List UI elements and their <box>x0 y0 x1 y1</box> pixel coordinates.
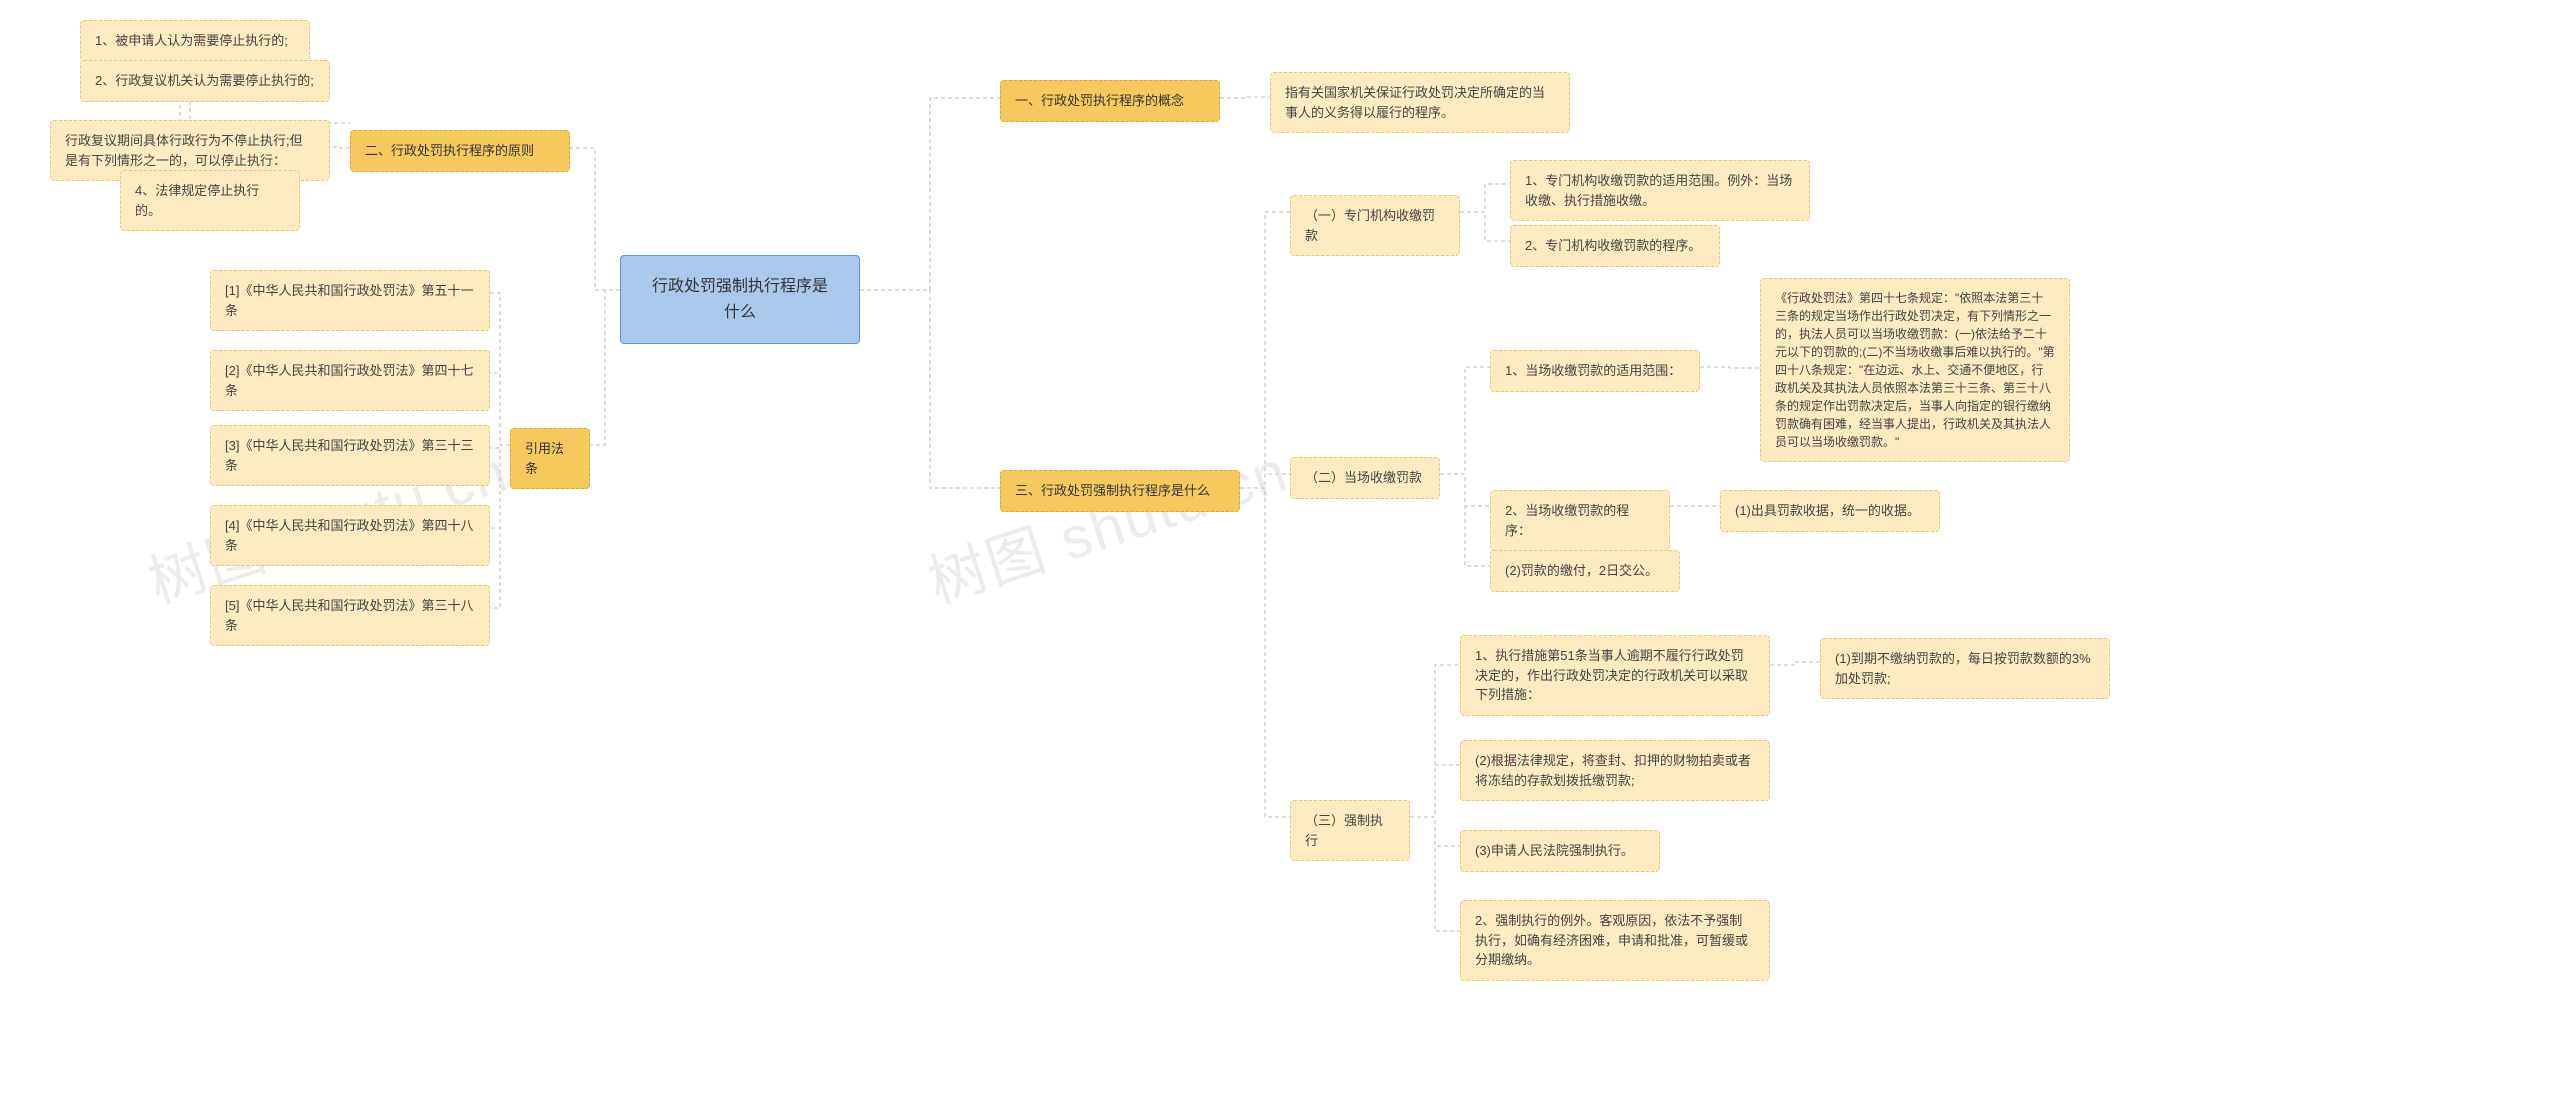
leaf-ref-5: [5]《中华人民共和国行政处罚法》第三十八条 <box>210 585 490 646</box>
branch-procedure[interactable]: 三、行政处罚强制执行程序是什么 <box>1000 470 1240 512</box>
leaf-3c1: 1、执行措施第51条当事人逾期不履行行政处罚决定的，作出行政处罚决定的行政机关可… <box>1460 635 1770 716</box>
branch-concept[interactable]: 一、行政处罚执行程序的概念 <box>1000 80 1220 122</box>
leaf-3c1a: (1)到期不缴纳罚款的，每日按罚款数额的3%加处罚款; <box>1820 638 2110 699</box>
watermark-right: 树图 shutu.cn <box>916 424 1297 619</box>
leaf-ref-3: [3]《中华人民共和国行政处罚法》第三十三条 <box>210 425 490 486</box>
leaf-3a[interactable]: （一）专门机构收缴罚款 <box>1290 195 1460 256</box>
leaf-3b2a: (1)出具罚款收据，统一的收据。 <box>1720 490 1940 532</box>
leaf-3b2b: (2)罚款的缴付，2日交公。 <box>1490 550 1680 592</box>
leaf-3b[interactable]: （二）当场收缴罚款 <box>1290 457 1440 499</box>
branch-references[interactable]: 引用法条 <box>510 428 590 489</box>
leaf-3c2: 2、强制执行的例外。客观原因，依法不予强制执行，如确有经济困难，申请和批准，可暂… <box>1460 900 1770 981</box>
leaf-principle-2: 2、行政复议机关认为需要停止执行的; <box>80 60 330 102</box>
branch-principle[interactable]: 二、行政处罚执行程序的原则 <box>350 130 570 172</box>
leaf-ref-1: [1]《中华人民共和国行政处罚法》第五十一条 <box>210 270 490 331</box>
leaf-ref-2: [2]《中华人民共和国行政处罚法》第四十七条 <box>210 350 490 411</box>
root-node[interactable]: 行政处罚强制执行程序是什么 <box>620 255 860 344</box>
leaf-3c1c: (3)申请人民法院强制执行。 <box>1460 830 1660 872</box>
leaf-3a2: 2、专门机构收缴罚款的程序。 <box>1510 225 1720 267</box>
leaf-principle-4: 4、法律规定停止执行的。 <box>120 170 300 231</box>
leaf-concept-desc: 指有关国家机关保证行政处罚决定所确定的当事人的义务得以履行的程序。 <box>1270 72 1570 133</box>
leaf-principle-1: 1、被申请人认为需要停止执行的; <box>80 20 310 62</box>
leaf-3a1: 1、专门机构收缴罚款的适用范围。例外：当场收缴、执行措施收缴。 <box>1510 160 1810 221</box>
leaf-3b2: 2、当场收缴罚款的程序： <box>1490 490 1670 551</box>
leaf-3b1: 1、当场收缴罚款的适用范围： <box>1490 350 1700 392</box>
leaf-3c[interactable]: （三）强制执行 <box>1290 800 1410 861</box>
leaf-ref-4: [4]《中华人民共和国行政处罚法》第四十八条 <box>210 505 490 566</box>
leaf-3b1a: 《行政处罚法》第四十七条规定："依照本法第三十三条的规定当场作出行政处罚决定，有… <box>1760 278 2070 462</box>
leaf-3c1b: (2)根据法律规定，将查封、扣押的财物拍卖或者将冻结的存款划拨抵缴罚款; <box>1460 740 1770 801</box>
